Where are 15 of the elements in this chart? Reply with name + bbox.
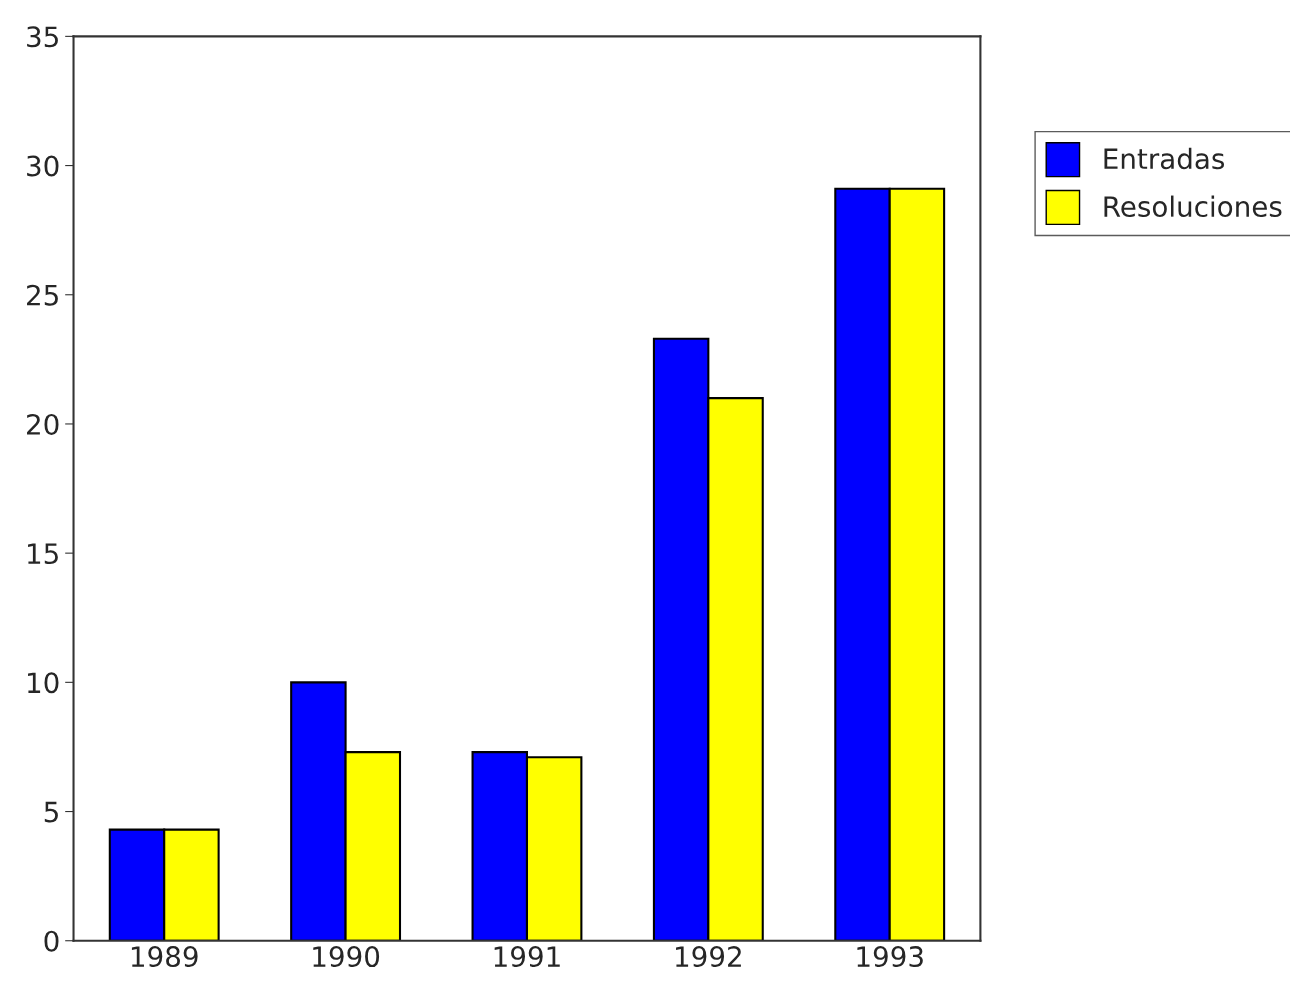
y-tick-label: 35 <box>27 26 58 48</box>
legend-label: Entradas <box>1104 147 1225 170</box>
y-tick-label: 10 <box>28 672 59 694</box>
x-tick-label: 1992 <box>676 946 741 968</box>
y-tick-label: 25 <box>27 284 58 306</box>
y-tick-label: 15 <box>28 543 58 565</box>
y-tick-label: 20 <box>27 413 59 435</box>
x-tick-label: 1991 <box>494 946 560 968</box>
x-tick-label: 1993 <box>857 946 923 968</box>
y-tick-label: 30 <box>27 155 59 177</box>
x-tick-label: 1990 <box>313 946 380 968</box>
x-tick-label: 1989 <box>131 946 198 968</box>
y-tick-label: 0 <box>44 930 59 952</box>
legend-label: Resoluciones <box>1104 195 1282 218</box>
y-tick-label: 5 <box>44 801 58 823</box>
